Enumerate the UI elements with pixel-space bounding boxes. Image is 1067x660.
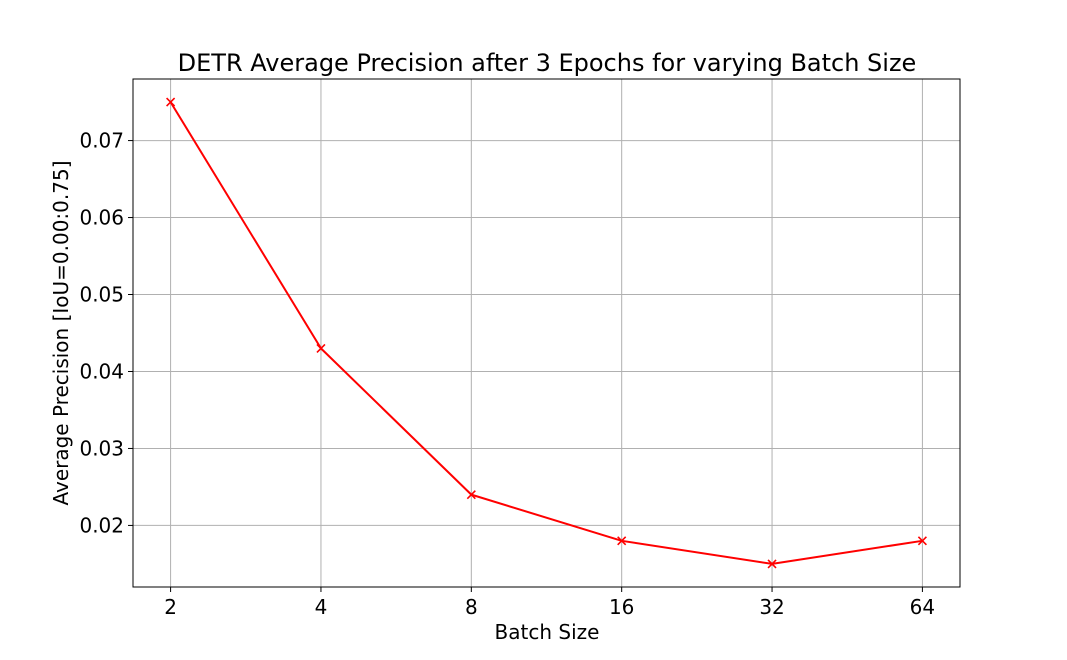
chart-title: DETR Average Precision after 3 Epochs fo… — [178, 49, 917, 77]
x-tick-label: 16 — [609, 595, 634, 619]
x-axis-label: Batch Size — [495, 620, 600, 644]
data-point-marker — [466, 490, 476, 500]
data-point-marker — [316, 343, 326, 353]
y-tick-label: 0.04 — [79, 359, 124, 383]
x-tick-label: 64 — [910, 595, 935, 619]
grid-lines — [133, 79, 960, 587]
y-tick-label: 0.07 — [79, 129, 124, 153]
y-tick-label: 0.05 — [79, 283, 124, 307]
plot-area-frame — [132, 78, 961, 588]
data-point-marker — [917, 536, 927, 546]
x-tick-label: 8 — [465, 595, 478, 619]
y-tick-label: 0.03 — [79, 436, 124, 460]
x-tick-label: 2 — [164, 595, 177, 619]
y-tick-label: 0.02 — [79, 513, 124, 537]
x-axis-ticks: 2 4 8 16 32 64 — [164, 587, 935, 619]
data-point-marker — [767, 559, 777, 569]
x-tick-label: 4 — [315, 595, 328, 619]
x-tick-label: 32 — [759, 595, 784, 619]
y-tick-label: 0.06 — [79, 206, 124, 230]
y-axis-ticks: 0.02 0.03 0.04 0.05 0.06 0.07 — [79, 129, 133, 537]
data-point-marker — [166, 97, 176, 107]
data-point-marker — [617, 536, 627, 546]
series-line — [169, 101, 923, 565]
y-axis-label: Average Precision [IoU=0.00:0.75] — [49, 160, 73, 505]
series-layer — [166, 97, 927, 569]
